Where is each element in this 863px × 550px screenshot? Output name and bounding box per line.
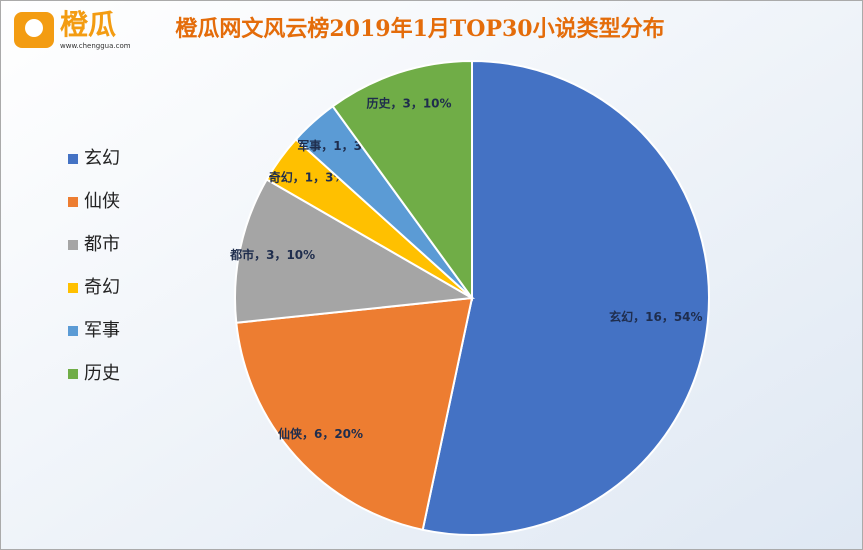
chart-title: 橙瓜网文风云榜2019年1月TOP30小说类型分布	[175, 16, 664, 42]
logo: 橙瓜 www.chenggua.com	[14, 8, 131, 50]
legend-swatch	[68, 240, 78, 250]
legend-swatch	[68, 197, 78, 207]
legend-swatch	[68, 326, 78, 336]
pie-slice	[331, 59, 473, 302]
legend-label: 军事	[84, 320, 120, 341]
pie-slice	[234, 178, 476, 324]
legend-label: 历史	[84, 363, 120, 384]
legend-swatch	[68, 283, 78, 293]
logo-text: 橙瓜	[60, 8, 116, 41]
data-label: 玄幻，16，54%	[609, 309, 702, 324]
data-label: 历史，3，10%	[366, 96, 451, 111]
legend-label: 都市	[84, 234, 120, 255]
data-label: 军事，1，3%	[297, 138, 374, 153]
legend-label: 奇幻	[84, 277, 120, 298]
logo-icon-face	[25, 19, 43, 37]
logo-url: www.chenggua.com	[60, 42, 131, 50]
pie-slice	[421, 59, 710, 536]
legend-label: 仙侠	[84, 191, 120, 212]
pie-slice	[235, 296, 474, 532]
data-label: 奇幻，1，3%	[269, 170, 346, 185]
data-label: 都市，3，10%	[229, 247, 315, 262]
legend-label: 玄幻	[84, 148, 120, 169]
data-label: 仙侠，6，20%	[278, 426, 363, 441]
legend-swatch	[68, 154, 78, 164]
legend-swatch	[68, 369, 78, 379]
